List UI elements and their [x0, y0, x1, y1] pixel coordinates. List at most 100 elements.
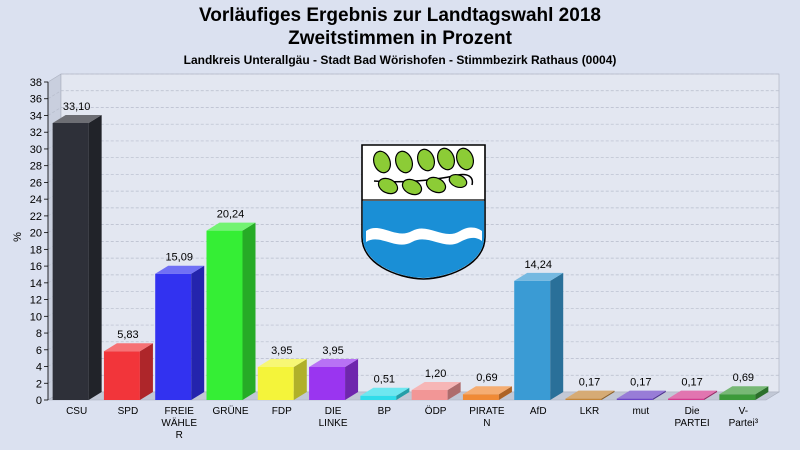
x-tick-label: ÖDP: [425, 405, 447, 417]
bar-side: [139, 343, 153, 400]
bar-front: [52, 123, 89, 401]
bar-side: [755, 386, 769, 400]
bar-side: [704, 390, 718, 400]
bar: [668, 390, 718, 400]
gridline: [47, 107, 779, 116]
bar-side: [550, 272, 564, 400]
value-label: 0,17: [579, 377, 600, 389]
y-tick-label: 36: [30, 94, 42, 106]
bar-top: [155, 265, 205, 274]
bars: [52, 115, 769, 401]
x-tick-label: CSU: [66, 406, 87, 417]
y-tick-label: 22: [30, 211, 42, 223]
y-tick-label: 6: [36, 345, 42, 357]
bar-top: [309, 358, 359, 367]
bar: [309, 358, 359, 400]
bar-front: [616, 398, 653, 400]
y-tick-label: 4: [36, 362, 42, 374]
bar-top: [719, 386, 769, 395]
bar: [103, 343, 153, 400]
bar-side: [242, 222, 256, 400]
bar-top: [616, 390, 666, 399]
bar-top: [565, 390, 615, 399]
bar: [514, 272, 564, 400]
bar-top: [411, 381, 461, 390]
x-tick-label: FDP: [272, 406, 292, 417]
y-tick-label: 26: [30, 177, 42, 189]
bar-front: [411, 389, 448, 400]
bar-front: [309, 366, 346, 400]
gridline: [47, 90, 779, 100]
x-tick-label: LKR: [580, 406, 599, 417]
bar: [360, 387, 410, 400]
bar-side: [601, 390, 615, 400]
value-label: 0,69: [733, 372, 754, 384]
bar: [257, 358, 307, 400]
x-tick-label: DIE LINKE: [319, 406, 348, 429]
y-tick-label: 16: [30, 261, 42, 273]
bar-front: [103, 351, 140, 400]
bar: [155, 265, 205, 400]
y-tick-label: 20: [30, 228, 42, 240]
y-tick-label: 10: [30, 311, 42, 323]
y-tick-label: 28: [30, 161, 42, 173]
bar: [565, 390, 615, 400]
y-tick-label: 2: [36, 378, 42, 390]
value-label: 0,17: [681, 377, 702, 389]
y-tick-label: 0: [36, 395, 42, 407]
bar-side: [88, 115, 102, 401]
bar: [462, 386, 512, 400]
x-tick-label: BP: [378, 406, 392, 417]
bar-top: [206, 222, 256, 231]
title-block: Vorläufiges Ergebnis zur Landtagswahl 20…: [0, 4, 800, 68]
bar-top: [52, 115, 102, 124]
bar-front: [257, 366, 294, 400]
value-label: 14,24: [524, 259, 552, 271]
y-tick-label: 34: [30, 110, 42, 122]
bar: [719, 386, 769, 400]
x-tick-label: Die PARTEI: [674, 406, 709, 429]
y-tick-label: 8: [36, 328, 42, 340]
bar-side: [652, 390, 666, 400]
bar-side: [498, 386, 512, 400]
coat-of-arms-emblem: [361, 144, 486, 280]
gridline: [47, 73, 779, 83]
bar-top: [360, 387, 410, 396]
bar-side: [396, 387, 410, 400]
bar-front: [668, 398, 705, 400]
bar-front: [462, 394, 499, 400]
value-label: 5,83: [117, 329, 138, 341]
x-tick-label: FREIE WÄHLE R: [161, 406, 197, 441]
value-label: 0,17: [630, 377, 651, 389]
x-tick-label: AfD: [530, 406, 547, 417]
x-tick-label: SPD: [118, 406, 139, 417]
bar-front: [719, 394, 756, 400]
value-label: 15,09: [165, 252, 193, 264]
x-tick-label: GRÜNE: [212, 405, 248, 417]
bar-top: [103, 343, 153, 352]
value-label: 20,24: [217, 209, 245, 221]
x-axis-labels: CSU SPD FREIE WÄHLE R GRÜNE FDP DIE LINKE BP ÖDP PI…: [66, 405, 759, 441]
value-label: 0,69: [476, 372, 497, 384]
bar-front: [155, 273, 192, 400]
y-tick-label: 14: [30, 278, 42, 290]
bar-top: [514, 272, 564, 281]
y-tick-label: 32: [30, 127, 42, 139]
x-tick-label: V-Partei³: [729, 406, 759, 429]
bar-top: [668, 390, 718, 399]
bar-side: [447, 381, 461, 400]
bar: [411, 381, 461, 400]
value-label: 0,51: [374, 374, 395, 386]
chart-title-line1: Vorläufiges Ergebnis zur Landtagswahl 20…: [199, 5, 601, 26]
bar-side: [191, 265, 205, 400]
bar-side: [345, 358, 359, 400]
bar-front: [514, 280, 551, 400]
y-tick-label: 18: [30, 244, 42, 256]
y-tick-label: 38: [30, 77, 42, 89]
bar-top: [257, 358, 307, 367]
bar-front: [360, 395, 397, 400]
value-labels: 33,10 5,83 15,09 20,24 3,95 3,95 0,51 1,20 0,69 1…: [63, 101, 754, 389]
bar: [206, 222, 256, 400]
